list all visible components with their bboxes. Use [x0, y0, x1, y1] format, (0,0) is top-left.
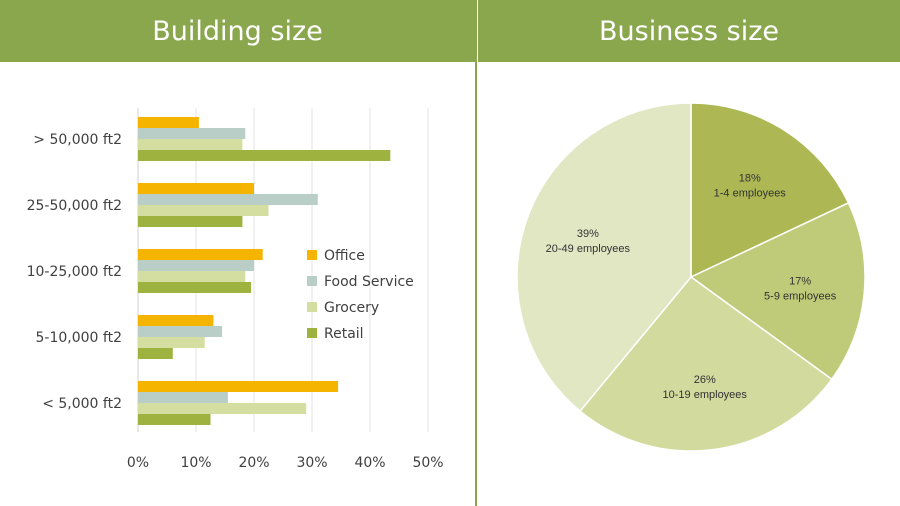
bar — [138, 271, 246, 282]
pie-slice — [516, 102, 692, 413]
bar — [138, 117, 199, 128]
pie-slice-label: 1-4 employees — [714, 187, 787, 199]
pie-slice-label: 20-49 employees — [546, 243, 631, 255]
bar — [138, 348, 173, 359]
bar — [138, 260, 254, 271]
bar — [138, 337, 205, 348]
building-size-title: Building size — [0, 0, 475, 62]
bar — [138, 183, 254, 194]
x-tick-label: 40% — [354, 455, 385, 471]
pie-slice-label: 5-9 employees — [764, 290, 837, 302]
legend-swatch — [307, 302, 317, 312]
pie-pct-label: 18% — [739, 172, 761, 184]
pie-pct-label: 39% — [577, 228, 599, 240]
bar — [138, 282, 252, 293]
bar — [138, 194, 318, 205]
bar — [138, 249, 263, 260]
x-tick-label: 30% — [296, 455, 327, 471]
x-tick-label: 0% — [127, 455, 149, 471]
pie-slice — [690, 102, 850, 279]
legend-label: Office — [324, 248, 365, 264]
y-tick-label: 10-25,000 ft2 — [27, 264, 122, 280]
bar — [138, 216, 243, 227]
bar — [138, 139, 243, 150]
x-tick-label: 10% — [180, 455, 211, 471]
bar — [138, 392, 228, 403]
pie-pct-label: 26% — [694, 374, 716, 386]
legend-label: Retail — [324, 326, 364, 342]
bar — [138, 403, 307, 414]
bar — [138, 315, 214, 326]
x-tick-label: 20% — [238, 455, 269, 471]
legend-swatch — [307, 276, 317, 286]
bar — [138, 128, 246, 139]
legend-label: Grocery — [324, 300, 379, 316]
y-tick-label: 25-50,000 ft2 — [27, 198, 122, 214]
x-tick-label: 50% — [412, 455, 443, 471]
legend-swatch — [307, 250, 317, 260]
pie-slice — [689, 201, 866, 381]
y-tick-label: < 5,000 ft2 — [42, 396, 122, 412]
pie-slice-label: 10-19 employees — [663, 389, 748, 401]
bar — [138, 326, 223, 337]
y-tick-label: 5-10,000 ft2 — [36, 330, 122, 346]
pie-slice — [579, 275, 833, 452]
legend-swatch — [307, 328, 317, 338]
y-tick-label: > 50,000 ft2 — [33, 132, 122, 148]
bar — [138, 150, 391, 161]
bar — [138, 381, 339, 392]
legend-label: Food Service — [324, 274, 414, 290]
panel-divider — [475, 0, 477, 506]
pie-pct-label: 17% — [789, 275, 811, 287]
bar — [138, 205, 269, 216]
bar — [138, 414, 211, 425]
business-size-title: Business size — [478, 0, 900, 62]
